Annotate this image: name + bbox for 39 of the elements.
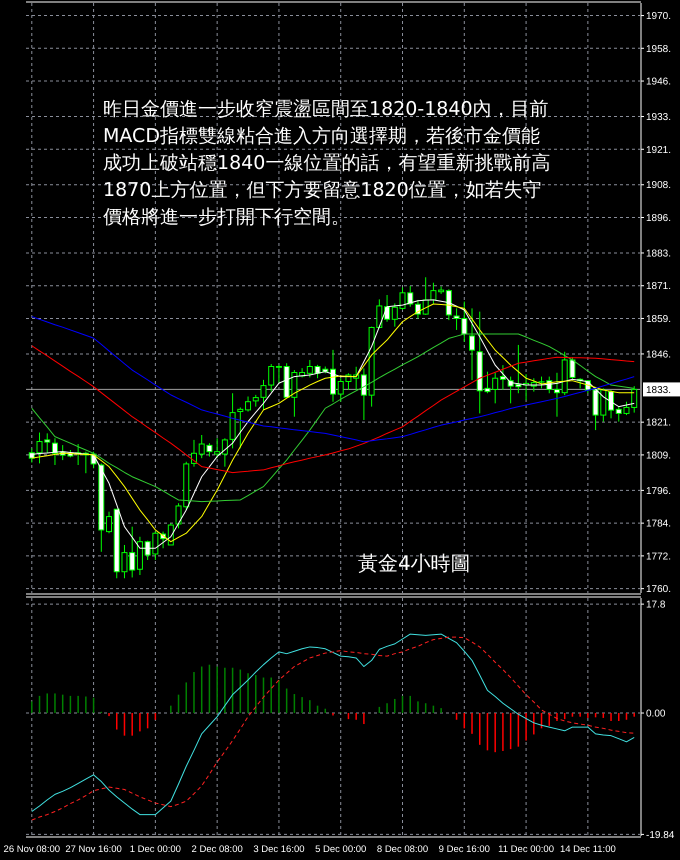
y-tick-label: 17.8 (646, 600, 666, 611)
y-tick-label: 1846. (646, 349, 672, 360)
y-tick-label: 1859. (646, 314, 672, 325)
y-tick-label: 1821. (646, 418, 672, 429)
y-tick-label: 1921. (646, 144, 672, 156)
y-tick-label: 1871. (646, 281, 672, 292)
candlestick (476, 311, 483, 414)
candlestick (454, 308, 460, 330)
y-tick-label: 1970. (646, 11, 672, 22)
candlestick (469, 308, 476, 381)
y-tick-label: 1883. (646, 248, 672, 260)
y-tick-label: 1958. (646, 44, 672, 55)
annotation: 昨日金價進一步收窄震盪區間至1820-1840內，目前MACD指標雙線粘合進入方向選擇期，若後市金價能成功上破站穩1840一線位置的話，有望重新挑戰前高1870上方位置，但下方要留意1820位置，如若失守價格將進一步打開下行空間。 (103, 98, 550, 228)
x-tick-label: 1 Dec 00:00 (130, 844, 181, 855)
x-tick-label: 3 Dec 16:00 (253, 844, 305, 855)
y-tick-label: 1908. (646, 180, 672, 192)
y-tick-label: 1796. (646, 486, 672, 497)
y-tick-label: 0.00 (646, 708, 666, 720)
y-tick-label: 1760. (646, 584, 672, 596)
x-tick-label: 9 Dec 16:00 (438, 844, 490, 855)
y-tick-label: 1946. (646, 76, 672, 88)
x-tick-label: 14 Dec 11:00 (560, 844, 616, 855)
x-tick-label: 8 Dec 08:00 (376, 844, 428, 855)
x-tick-label: 27 Nov 16:00 (65, 844, 122, 855)
y-tick-label: 1933. (646, 112, 672, 124)
line-series (31, 345, 635, 474)
x-tick-label: 11 Dec 00:00 (498, 844, 554, 855)
y-tick-label: 1809. (646, 450, 672, 462)
x-tick-label: 2 Dec 08:00 (192, 844, 243, 855)
candlestick (500, 364, 506, 390)
line-series (31, 316, 635, 442)
annotation: 黃金4小時圖 (358, 551, 471, 575)
x-tick-label: 5 Dec 00:00 (315, 844, 366, 855)
y-tick-label: 1896. (646, 212, 672, 224)
y-tick-label: -19.84 (646, 830, 675, 841)
y-tick-label: 1784. (646, 518, 672, 530)
x-tick-label: 26 Nov 08:00 (4, 844, 60, 855)
y-tick-label: 1772. (646, 551, 672, 562)
ref-line-label: 1833. (646, 384, 672, 396)
